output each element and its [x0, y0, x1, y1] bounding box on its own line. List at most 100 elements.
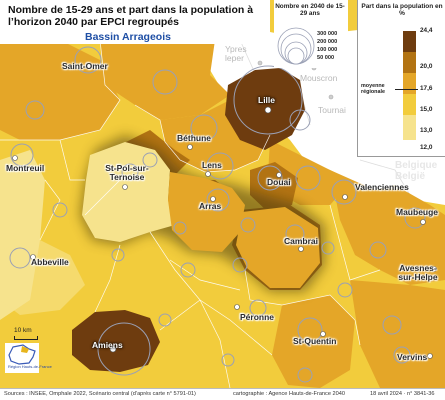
legend-swatch — [403, 31, 416, 52]
amiens-zone — [72, 310, 160, 372]
population-circle — [382, 315, 402, 335]
circle-legend-title: Nombre en 2040 de 15-29 ans — [275, 3, 345, 18]
place-label-tournai: Tournai — [318, 105, 346, 115]
population-circle — [221, 353, 235, 367]
city-point — [276, 172, 282, 178]
circle-legend-value: 300 000 — [317, 31, 338, 37]
legend-swatch — [403, 52, 416, 73]
place-label-cambrai: Cambrai — [284, 236, 319, 246]
legend-break: 15,0 — [420, 106, 433, 113]
place-label-amiens: Amiens — [92, 340, 123, 350]
city-point — [30, 254, 36, 260]
vervins-zone — [350, 280, 445, 388]
city-point — [205, 171, 211, 177]
population-circle — [295, 165, 321, 191]
circle-legend-value: 200 000 — [317, 39, 338, 45]
footer-date: 18 avril 2024 · n° 3841-36 — [370, 391, 435, 397]
population-circle — [249, 299, 267, 317]
legend-break: 12,0 — [420, 144, 433, 151]
population-circle — [74, 46, 102, 74]
population-circle — [297, 317, 323, 343]
place-label-vervins: Vervins — [397, 352, 428, 362]
epci-borders — [0, 39, 381, 389]
city-point — [187, 144, 193, 150]
color-legend-title: Part dans la population en % — [361, 3, 443, 18]
city-point — [420, 219, 426, 225]
population-circle — [297, 367, 313, 383]
population-circle — [285, 224, 305, 244]
legend-swatch — [403, 94, 416, 115]
place-label-ypres: Ypres leper — [225, 44, 247, 63]
place-label-saint-omer: Saint-Omer — [62, 61, 108, 71]
population-circle — [52, 202, 68, 218]
population-circle — [206, 188, 230, 212]
population-circle — [25, 100, 45, 120]
legend-break: 24,4 — [420, 27, 433, 34]
population-circle — [190, 114, 218, 142]
city-points — [12, 60, 437, 359]
population-circle — [369, 241, 387, 259]
place-label-arras: Arras — [199, 201, 222, 211]
belgium-border-line — [359, 159, 411, 196]
population-circle — [111, 248, 125, 262]
place-label-mouscron: Mouscron — [300, 73, 338, 83]
population-circle — [152, 69, 178, 95]
legend-break: 13,0 — [420, 127, 433, 134]
population-circle — [240, 217, 256, 233]
place-label-bethune: Béthune — [177, 133, 211, 143]
logo-text: Région Hauts-de-France — [8, 364, 52, 369]
place-label-maubeuge: Maubeuge — [396, 207, 439, 217]
place-label-valenciennes: Valenciennes — [355, 182, 409, 192]
maubeuge-avesnes-zone — [330, 170, 445, 285]
population-circle — [232, 257, 248, 273]
population-circle — [180, 262, 196, 278]
legend-break: 20,0 — [420, 63, 433, 70]
saint-omer-zone — [100, 35, 230, 120]
city-point — [264, 106, 272, 114]
population-circle — [321, 241, 335, 255]
city-point — [210, 196, 216, 202]
city-point — [257, 60, 263, 66]
country-label-belgium: Belgique België — [395, 160, 438, 182]
city-point — [298, 246, 304, 252]
population-circle — [289, 109, 311, 131]
place-label-lens: Lens — [202, 160, 222, 170]
legend-circle — [287, 47, 305, 65]
place-label-lille: Lille — [258, 95, 276, 105]
population-circle — [257, 165, 283, 191]
map-subtitle: Bassin Arrageois — [85, 31, 171, 43]
scale-bar — [14, 336, 38, 340]
population-circle — [173, 221, 187, 235]
place-label-st-pol: St-Pol-sur-Ternoise — [105, 163, 149, 183]
legend-swatch — [403, 73, 416, 94]
city-point — [427, 353, 433, 359]
population-circle — [331, 179, 357, 205]
city-point — [12, 155, 18, 161]
scale-label: 10 km — [14, 327, 32, 334]
place-label-douai: Douai — [267, 177, 291, 187]
abbeville-zone — [0, 240, 85, 315]
population-circle — [97, 322, 151, 376]
region-logo: Région Hauts-de-France — [5, 343, 52, 373]
cambrai-zone-highlight — [236, 207, 320, 288]
legend-swatch — [403, 115, 416, 140]
place-label-peronne: Péronne — [240, 312, 275, 322]
footer: Sources : INSEE, Omphale 2022, Scénario … — [0, 388, 445, 400]
population-circle — [158, 313, 172, 327]
place-label-abbeville: Abbeville — [31, 257, 69, 267]
title-box: Nombre de 15-29 ans et part dans la popu… — [0, 0, 270, 44]
circle-legend-symbols — [277, 27, 315, 65]
place-label-st-quentin: St-Quentin — [293, 336, 337, 346]
place-label-avesnes: Avesnes-sur-Helpe — [398, 263, 438, 283]
population-circle — [337, 282, 353, 298]
city-point — [431, 266, 437, 272]
population-circle — [404, 207, 426, 229]
population-circle — [142, 152, 158, 168]
circle-legend-value: 50 000 — [317, 55, 335, 61]
legend-break: 17,6 — [420, 85, 433, 92]
city-point — [109, 345, 117, 353]
city-point — [342, 194, 348, 200]
city-point — [122, 184, 128, 190]
footer-sources: Sources : INSEE, Omphale 2022, Scénario … — [4, 391, 196, 397]
